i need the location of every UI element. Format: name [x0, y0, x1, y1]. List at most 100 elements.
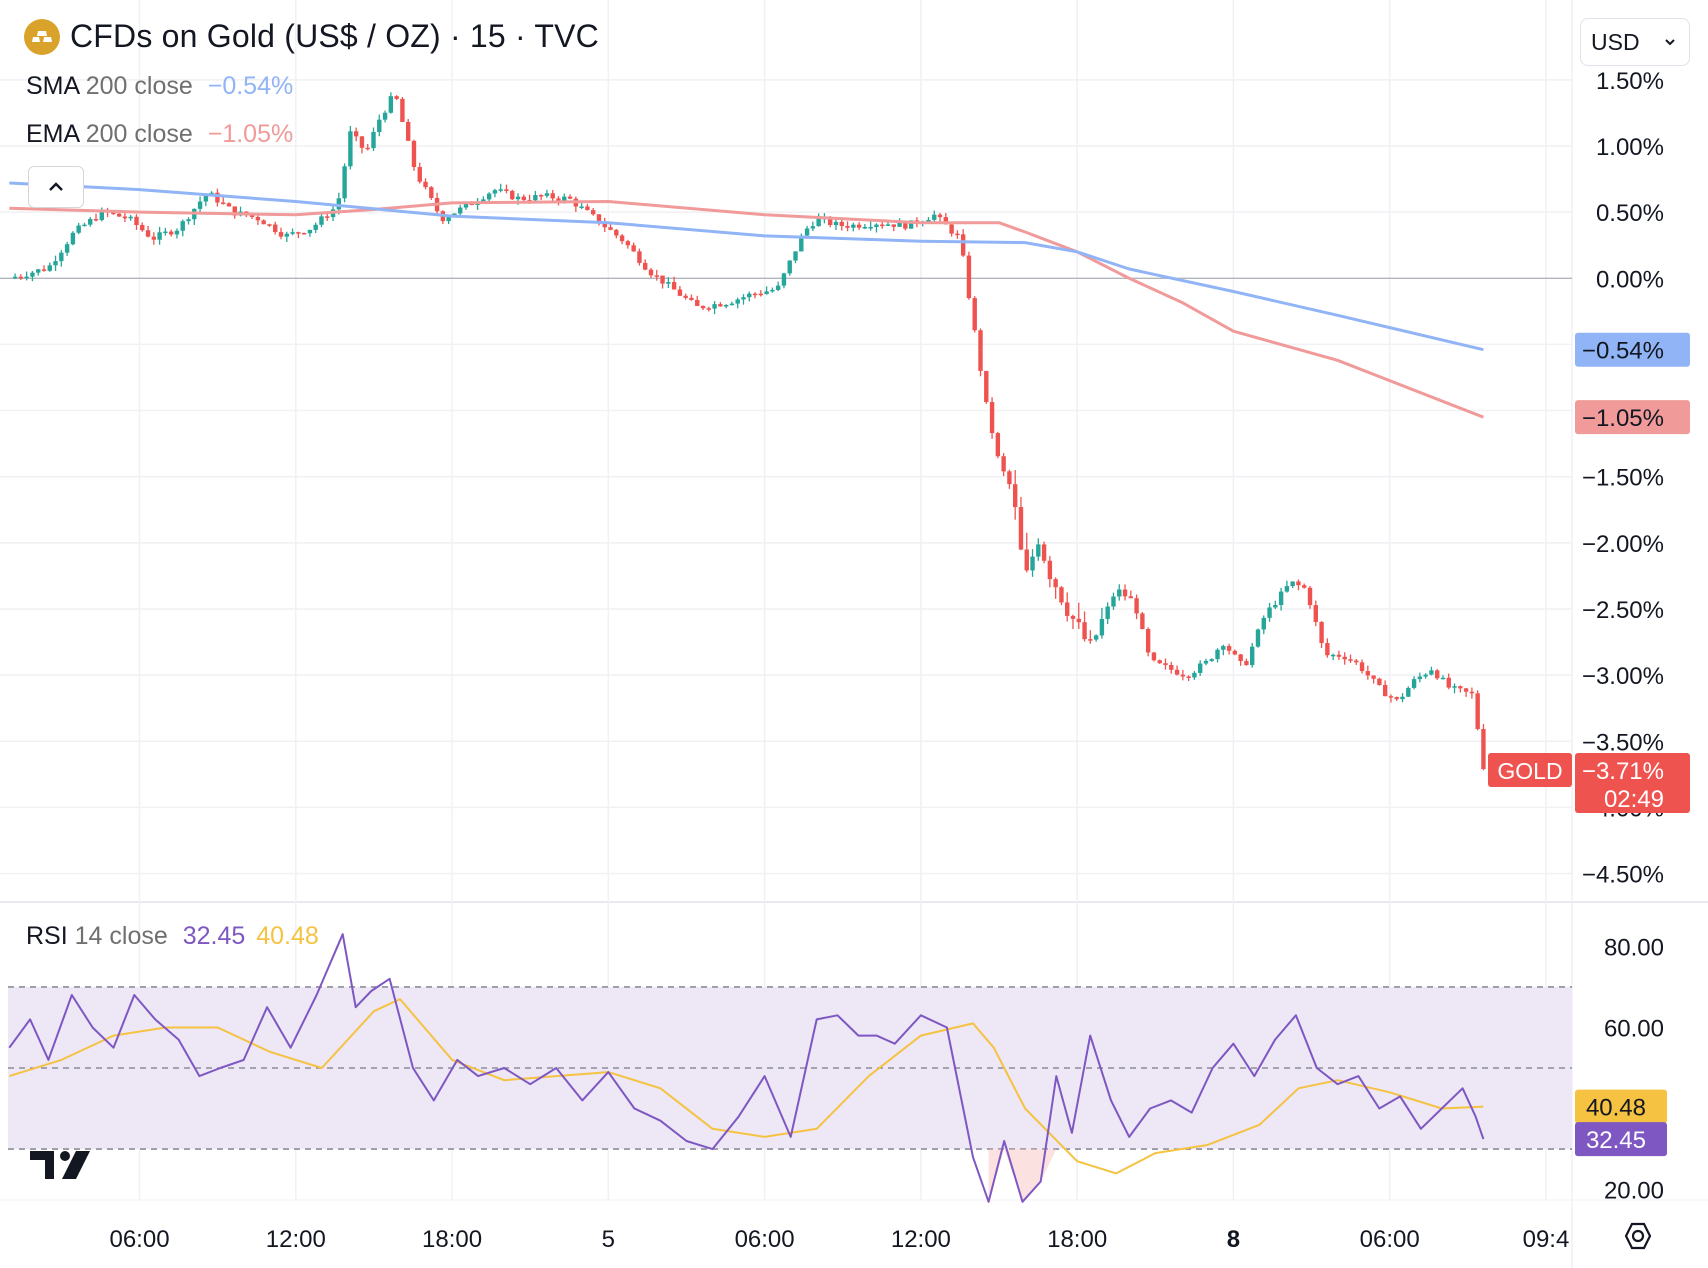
candle-body — [1278, 591, 1284, 605]
legend-rsi[interactable]: RSI 14 close 32.45 40.48 — [26, 922, 319, 951]
candle-body — [868, 226, 873, 229]
candle-body — [1463, 688, 1469, 692]
candle-body — [1122, 589, 1128, 597]
candle-body — [735, 299, 740, 304]
candle-body — [700, 305, 706, 309]
symbol-badge-text: GOLD — [1497, 758, 1562, 784]
candle-body — [544, 193, 550, 196]
candle-body — [654, 275, 659, 277]
bar-countdown: 02:49 — [1604, 786, 1664, 813]
candle-body — [1082, 622, 1087, 640]
candle-body — [856, 224, 862, 228]
candle-body — [429, 187, 434, 198]
symbol-title[interactable]: CFDs on Gold (US$ / OZ) · 15 · TVC — [70, 18, 599, 54]
candle-body — [1238, 654, 1243, 662]
candle-body — [1053, 579, 1058, 588]
candle-body — [614, 229, 619, 236]
candle-body — [1232, 650, 1238, 655]
candle-body — [1012, 484, 1018, 508]
currency-label: USD — [1591, 28, 1640, 55]
legend-ema[interactable]: EMA 200 close −1.05% — [26, 120, 293, 149]
candle-body — [1030, 556, 1035, 571]
candle-body — [978, 330, 983, 371]
settings-icon[interactable] — [1622, 1220, 1654, 1252]
sma-params: 200 close — [85, 72, 193, 100]
candle-body — [1036, 544, 1041, 557]
last-price-change: −3.71% — [1582, 758, 1664, 785]
rsi-ma-badge-bg — [1575, 1089, 1667, 1124]
x-tick-label: 12:00 — [891, 1226, 951, 1253]
x-tick-label: 18:00 — [1047, 1226, 1107, 1253]
candle-body — [1388, 696, 1394, 698]
x-tick-label: 06:00 — [1360, 1226, 1420, 1253]
collapse-legend-button[interactable] — [28, 166, 84, 208]
candle-body — [163, 231, 168, 234]
sma-price-badge-text: −0.54% — [1582, 338, 1664, 365]
candle-body — [1018, 507, 1024, 550]
candle-body — [1007, 471, 1012, 485]
y-tick-label: −4.50% — [1582, 862, 1664, 889]
candle-body — [955, 233, 960, 236]
candle-body — [839, 221, 844, 226]
candle-body — [862, 227, 868, 229]
candle-body — [1128, 596, 1134, 599]
candle-body — [348, 131, 353, 167]
candle-body — [88, 219, 93, 225]
tradingview-logo-icon[interactable] — [30, 1147, 94, 1181]
candle-body — [602, 223, 607, 228]
candle-body — [134, 216, 139, 226]
candle-body — [1140, 613, 1145, 630]
candle-body — [249, 215, 255, 217]
currency-selector[interactable]: USD — [1580, 18, 1690, 66]
candle-body — [712, 304, 717, 309]
candle-body — [648, 269, 654, 276]
candle-body — [301, 233, 307, 235]
candle-body — [411, 140, 417, 168]
candle-body — [1076, 618, 1081, 623]
rsi-badge: 32.45 — [1575, 1122, 1667, 1157]
candle-body — [36, 269, 41, 273]
candle-body — [683, 295, 688, 298]
y-tick-label: −2.50% — [1582, 597, 1664, 624]
candle-body — [1093, 635, 1099, 640]
candle-body — [723, 305, 729, 307]
candle-body — [394, 96, 399, 99]
candle-body — [273, 224, 278, 233]
candle-body — [1481, 729, 1486, 770]
candle-body — [359, 136, 365, 148]
candle-body — [1047, 560, 1053, 580]
rsi-ma-value: 40.48 — [256, 922, 319, 950]
candle-body — [30, 272, 35, 277]
x-tick-label: 06:00 — [735, 1226, 795, 1253]
candle-body — [1348, 659, 1353, 661]
candle-body — [926, 219, 931, 223]
rsi-badge-text: 32.45 — [1586, 1127, 1646, 1154]
candle-body — [93, 219, 99, 221]
candle-body — [845, 225, 850, 228]
candle-body — [140, 225, 145, 231]
candle-body — [371, 132, 376, 149]
candle-body — [82, 224, 87, 227]
sma-value: −0.54% — [207, 72, 294, 100]
candle-body — [1261, 617, 1266, 630]
candle-body — [1458, 686, 1463, 689]
candle-body — [637, 251, 642, 263]
candle-body — [937, 214, 943, 218]
candle-body — [880, 224, 885, 227]
candle-body — [122, 216, 128, 219]
legend-sma[interactable]: SMA 200 close −0.54% — [26, 72, 293, 101]
candle-body — [232, 206, 237, 216]
x-tick-label: 12:00 — [266, 1226, 326, 1253]
candle-body — [1446, 677, 1451, 688]
candle-body — [377, 119, 382, 133]
candle-body — [463, 203, 469, 208]
candle-body — [1001, 456, 1006, 472]
candle-body — [307, 229, 313, 234]
candle-body — [486, 193, 492, 200]
candle-body — [99, 210, 104, 221]
candle-body — [689, 297, 694, 300]
candle-body — [515, 196, 521, 200]
candle-body — [278, 232, 284, 237]
candle-body — [793, 251, 798, 261]
